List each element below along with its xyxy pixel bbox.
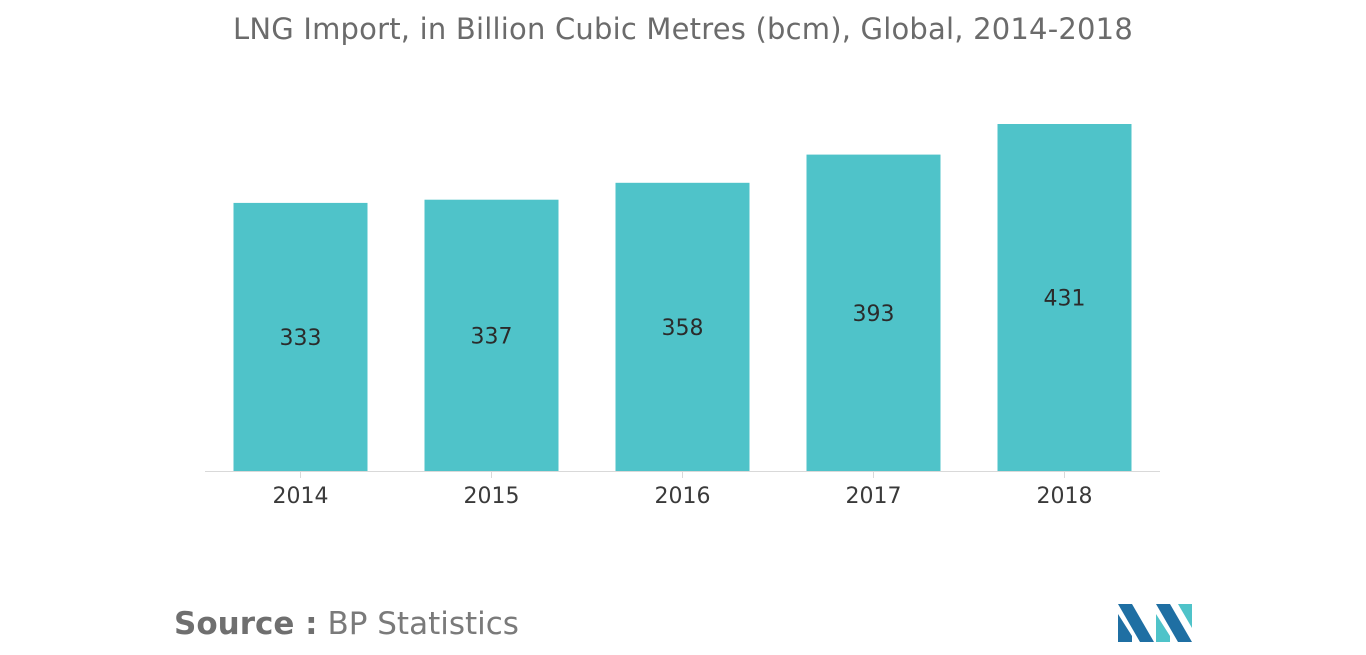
data-labels-group: 333 337 358 393 431 [280, 287, 1086, 352]
bar-2014 [233, 202, 368, 471]
data-label-2017: 393 [853, 302, 895, 327]
bar-2017 [806, 154, 941, 471]
data-label-2018: 431 [1044, 287, 1086, 312]
logo-stroke-right-base [1156, 614, 1170, 642]
bar-chart: 333 337 358 393 431 2014 2015 2016 2017 2018 [205, 124, 1160, 509]
x-tick-label-2016: 2016 [655, 484, 711, 509]
bars-group [233, 124, 1132, 472]
mordor-intelligence-logo-icon [1118, 604, 1192, 642]
source-note: Source : BP Statistics [174, 606, 519, 642]
x-tick-label-2015: 2015 [464, 484, 520, 509]
bar-2018 [997, 124, 1132, 471]
x-tick-label-2018: 2018 [1037, 484, 1093, 509]
x-tick-label-2017: 2017 [846, 484, 902, 509]
x-tick-label-2014: 2014 [273, 484, 329, 509]
bar-2015 [424, 199, 559, 471]
logo-stroke-left [1118, 604, 1154, 642]
x-ticks-group [300, 471, 1065, 478]
source-label: Source : [174, 606, 318, 642]
logo-stroke-right [1156, 604, 1192, 642]
data-label-2014: 333 [280, 326, 322, 351]
source-value: BP Statistics [327, 606, 519, 642]
logo-stroke-left-base [1118, 614, 1132, 642]
data-label-2015: 337 [471, 324, 513, 349]
data-label-2016: 358 [662, 316, 704, 341]
bar-2016 [615, 182, 750, 472]
chart-title: LNG Import, in Billion Cubic Metres (bcm… [233, 12, 1133, 46]
logo-stroke-right-top [1178, 604, 1192, 628]
x-tick-labels-group: 2014 2015 2016 2017 2018 [273, 484, 1093, 509]
